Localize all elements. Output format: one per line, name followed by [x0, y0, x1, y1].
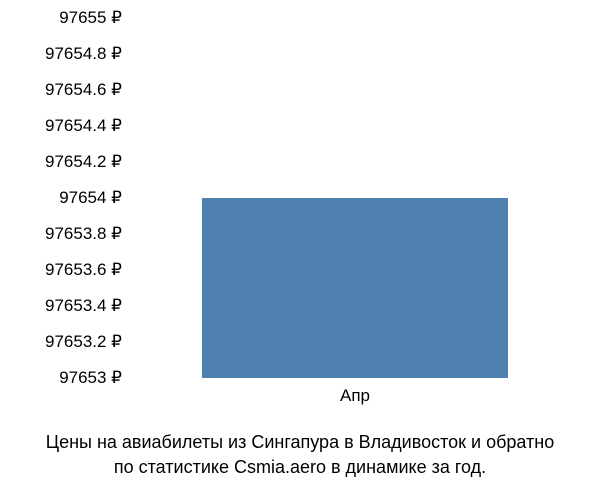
caption-line-1: Цены на авиабилеты из Сингапура в Владив… [46, 432, 554, 452]
y-tick-label: 97653.2 ₽ [45, 332, 130, 352]
caption-line-2: по статистике Csmia.aero в динамике за г… [114, 457, 486, 477]
plot-area: 97655 ₽97654.8 ₽97654.6 ₽97654.4 ₽97654.… [130, 18, 580, 378]
y-tick-label: 97653.6 ₽ [45, 260, 130, 280]
y-tick-label: 97654.4 ₽ [45, 116, 130, 136]
x-tick-label: Апр [340, 378, 370, 406]
chart-caption: Цены на авиабилеты из Сингапура в Владив… [0, 430, 600, 480]
y-tick-label: 97653.4 ₽ [45, 296, 130, 316]
y-tick-label: 97653.8 ₽ [45, 224, 130, 244]
y-tick-label: 97654 ₽ [59, 188, 130, 208]
bar [202, 198, 508, 378]
price-bar-chart: 97655 ₽ 97654.8 ₽ 97654.6 ₽ 97654.4 ₽ 97654.… [0, 0, 600, 500]
y-tick-label: 97654.8 ₽ [45, 44, 130, 64]
y-tick-label: 97655 ₽ [59, 8, 130, 28]
y-tick-label: 97653 ₽ [59, 368, 130, 388]
y-tick-label: 97654.2 ₽ [45, 152, 130, 172]
y-tick-label: 97654.6 ₽ [45, 80, 130, 100]
